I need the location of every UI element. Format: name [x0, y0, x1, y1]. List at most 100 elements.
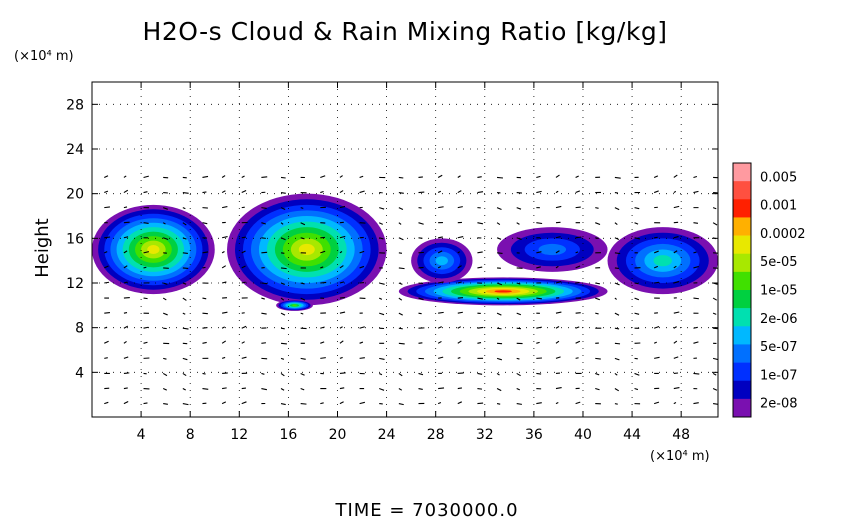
- wind-vector: [182, 388, 186, 391]
- wind-vector: [438, 281, 444, 284]
- wind-vector: [221, 265, 227, 269]
- wind-vector: [634, 282, 639, 285]
- wind-vector: [320, 326, 325, 329]
- wind-vector: [673, 402, 677, 405]
- wind-vector: [575, 281, 580, 284]
- wind-vector-field: [104, 174, 718, 406]
- wind-vector: [182, 357, 188, 361]
- wind-vector: [536, 222, 543, 225]
- x-tick-label: 32: [476, 427, 494, 443]
- wind-vector: [712, 372, 717, 376]
- wind-vector: [673, 311, 680, 314]
- wind-vector: [457, 387, 462, 390]
- wind-vector: [398, 222, 402, 225]
- wind-vector: [104, 206, 110, 209]
- y-tick-label: 24: [66, 142, 84, 158]
- wind-vector: [123, 221, 130, 224]
- wind-vector: [104, 281, 110, 284]
- wind-vector: [379, 207, 385, 210]
- wind-vector: [378, 222, 383, 225]
- wind-vector: [163, 282, 168, 285]
- wind-vector: [339, 251, 343, 254]
- wind-vector: [555, 387, 562, 390]
- colorbar-swatch: [733, 308, 751, 327]
- wind-vector: [673, 387, 680, 390]
- mixing-ratio-field: [92, 193, 718, 311]
- wind-vector: [477, 342, 482, 344]
- wind-vector: [438, 387, 445, 390]
- wind-vector: [300, 372, 305, 376]
- wind-vector: [693, 341, 699, 344]
- colorbar-swatch: [733, 181, 751, 200]
- wind-vector: [457, 357, 461, 359]
- wind-vector: [104, 236, 111, 239]
- wind-vector: [477, 387, 483, 390]
- cloud-level: [653, 255, 672, 267]
- wind-vector: [104, 175, 109, 178]
- wind-vector: [359, 401, 365, 405]
- wind-vector: [673, 356, 679, 359]
- colorbar-swatch: [733, 253, 751, 273]
- wind-vector: [516, 282, 521, 285]
- wind-vector: [339, 387, 345, 390]
- wind-vector: [339, 356, 343, 359]
- colorbar-label: 0.0002: [760, 227, 806, 242]
- wind-vector: [261, 372, 265, 375]
- wind-vector: [280, 388, 285, 391]
- wind-vector: [221, 175, 226, 178]
- wind-vector: [241, 190, 247, 194]
- wind-vector: [614, 357, 620, 361]
- wind-vector: [693, 372, 700, 375]
- wind-vector: [202, 297, 207, 300]
- x-tick-label: 44: [623, 427, 641, 443]
- wind-vector: [496, 357, 503, 361]
- colorbar-swatch: [733, 326, 751, 345]
- wind-vector: [477, 251, 483, 254]
- wind-vector: [614, 282, 620, 286]
- wind-vector: [320, 191, 324, 194]
- colorbar-label: 1e-05: [760, 284, 798, 299]
- wind-vector: [261, 342, 266, 344]
- x-tick-label: 48: [672, 427, 690, 443]
- wind-vector: [300, 357, 306, 360]
- wind-vector: [712, 207, 717, 210]
- y-tick-label: 28: [66, 97, 84, 113]
- wind-vector: [575, 265, 581, 269]
- cloud-region: [227, 193, 387, 306]
- wind-vector: [123, 325, 129, 329]
- wind-vector: [673, 326, 677, 329]
- wind-vector: [123, 189, 129, 194]
- wind-vector: [143, 266, 147, 269]
- wind-vector: [182, 282, 187, 285]
- wind-vector: [575, 251, 579, 254]
- wind-vector: [673, 190, 677, 194]
- wind-vector: [162, 312, 168, 316]
- wind-vector: [320, 175, 326, 178]
- wind-vector: [536, 190, 542, 194]
- wind-vector: [575, 175, 579, 178]
- colorbar-swatch: [733, 217, 751, 236]
- wind-vector: [123, 311, 128, 314]
- wind-vector: [437, 250, 443, 254]
- wind-vector: [163, 403, 168, 405]
- wind-vector: [320, 281, 327, 284]
- colorbar-swatch: [733, 163, 751, 182]
- y-axis-ticks: 4 8 12 16 20 24 28: [66, 97, 718, 381]
- wind-vector: [123, 265, 128, 269]
- wind-vector: [614, 297, 617, 300]
- cloud-region: [92, 204, 215, 295]
- chart-title: H2O-s Cloud & Rain Mixing Ratio [kg/kg]: [143, 17, 668, 46]
- wind-vector: [339, 190, 344, 194]
- wind-vector: [712, 357, 718, 361]
- wind-vector: [123, 250, 128, 254]
- colorbar-frame: [732, 162, 752, 418]
- wind-vector: [320, 341, 325, 344]
- wind-vector: [221, 251, 225, 254]
- wind-vector: [182, 207, 186, 210]
- colorbar-label: 1e-07: [760, 368, 798, 383]
- wind-vector: [516, 403, 522, 405]
- wind-vector: [378, 372, 383, 376]
- wind-vector: [654, 281, 660, 284]
- wind-vector: [379, 357, 385, 360]
